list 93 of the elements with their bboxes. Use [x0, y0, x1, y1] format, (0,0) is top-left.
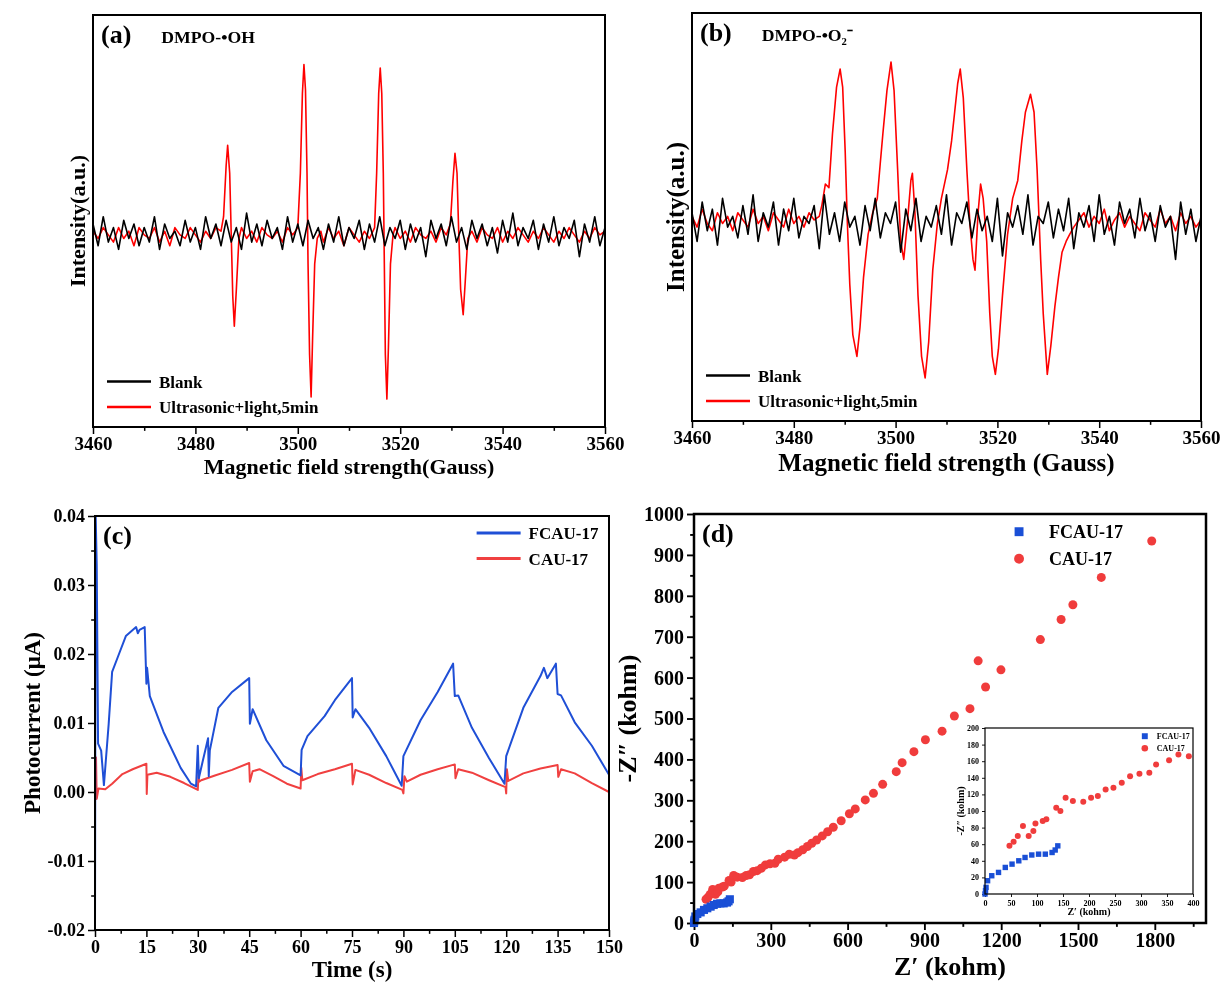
x-tick-label: 15	[137, 936, 156, 957]
x-tick-label: 135	[544, 936, 572, 957]
y-tick-label: 600	[654, 666, 684, 689]
y-tick-label: 300	[654, 789, 684, 812]
y-tick-label: 140	[967, 773, 979, 783]
y-tick-label: 1000	[644, 502, 684, 525]
y-tick-label: 0.03	[53, 575, 85, 596]
x-tick-label: 600	[833, 929, 864, 952]
y-tick-label: 100	[654, 871, 684, 893]
y-tick-label: 500	[654, 707, 684, 730]
x-tick-label: 30	[189, 936, 208, 957]
x-tick-label: 100	[1031, 898, 1044, 908]
y-tick-label: 0.04	[53, 506, 85, 527]
x-tick-label: 3560	[1182, 427, 1221, 449]
x-tick-label: 120	[493, 936, 521, 957]
x-tick-label: 3460	[673, 427, 712, 449]
legend-label: Blank	[758, 366, 803, 386]
x-tick-label: 3560	[586, 433, 625, 455]
y-tick-label: 0.00	[53, 782, 85, 803]
x-tick-label: 300	[1135, 898, 1148, 908]
x-tick-label: 900	[909, 929, 940, 952]
legend-label: FCAU-17	[528, 524, 599, 543]
y-tick-label: 900	[654, 543, 684, 566]
x-tick-label: 50	[1007, 898, 1016, 908]
legend-label: CAU-17	[528, 549, 589, 569]
text: (b)	[700, 18, 732, 47]
text: DMPO-•OH	[161, 27, 256, 47]
x-tick-label: 150	[596, 936, 623, 957]
y-tick-label: 160	[967, 757, 979, 767]
legend-label: Ultrasonic+light,5min	[159, 398, 319, 417]
x-tick-label: 45	[240, 936, 259, 957]
y-axis-title: -Z″ (kohm)	[955, 786, 967, 836]
y-tick-label: -0.02	[47, 920, 85, 941]
y-tick-label: 700	[654, 625, 684, 648]
y-tick-label: 200	[967, 724, 979, 734]
legend-label: CAU-17	[1156, 744, 1185, 753]
x-tick-label: 90	[394, 936, 413, 957]
x-tick-label: 60	[292, 936, 311, 957]
y-axis-title: -Z″ (kohm)	[613, 654, 642, 783]
x-tick-label: 3500	[279, 433, 318, 455]
x-tick-label: 250	[1109, 898, 1122, 908]
x-axis-title: Magnetic field strength (Gauss)	[778, 448, 1115, 477]
legend-label: CAU-17	[1049, 549, 1113, 569]
y-tick-label: 180	[967, 740, 979, 750]
x-tick-label: 75	[343, 936, 362, 957]
x-tick-label: 3480	[176, 433, 215, 455]
y-tick-label: 0.02	[53, 644, 85, 665]
y-axis-title: Intensity(a.u.)	[65, 154, 90, 288]
y-tick-label: -0.01	[47, 851, 85, 872]
x-tick-label: 350	[1161, 898, 1174, 908]
y-tick-label: 120	[967, 790, 979, 800]
y-tick-label: 800	[654, 584, 684, 607]
x-tick-label: 0	[689, 929, 700, 952]
text: (a)	[101, 20, 132, 49]
x-tick-label: 3460	[74, 433, 113, 455]
annotation: (d)	[702, 519, 734, 548]
x-tick-label: 105	[441, 936, 469, 957]
legend-label: Blank	[159, 372, 204, 392]
legend-label: FCAU-17	[1049, 522, 1124, 542]
x-tick-label: 3480	[775, 427, 814, 449]
x-tick-label: 400	[1187, 898, 1200, 908]
x-tick-label: 0	[983, 898, 988, 908]
x-axis-title: Magnetic field strength(Gauss)	[203, 453, 495, 479]
x-tick-label: 200	[1083, 898, 1096, 908]
y-tick-label: 100	[967, 807, 979, 817]
y-tick-label: 60	[971, 840, 979, 850]
legend-label: FCAU-17	[1156, 732, 1190, 741]
y-tick-label: 40	[971, 856, 979, 866]
x-tick-label: 3520	[381, 433, 420, 455]
x-axis-title: Z′ (kohm)	[893, 951, 1007, 981]
x-tick-label: 300	[756, 929, 787, 952]
legend-label: Ultrasonic+light,5min	[758, 392, 918, 411]
x-tick-label: 3500	[877, 427, 916, 449]
y-tick-label: 400	[654, 748, 684, 771]
y-tick-label: 0.01	[53, 713, 85, 734]
x-tick-label: 3540	[1080, 427, 1119, 449]
x-axis-title: Z′ (kohm)	[1067, 905, 1111, 918]
y-tick-label: 200	[654, 830, 684, 853]
y-axis-title: Intensity(a.u.)	[662, 141, 690, 293]
x-tick-label: 1200	[981, 929, 1022, 952]
x-tick-label: 0	[91, 936, 100, 957]
x-tick-label: 1500	[1058, 929, 1099, 952]
x-tick-label: 150	[1057, 898, 1070, 908]
y-tick-label: 20	[971, 873, 979, 883]
y-axis-title: Photocurrent (μA)	[19, 632, 45, 814]
x-axis-title: Time (s)	[311, 956, 393, 982]
text: DMPO-•O₂⁻	[761, 25, 853, 45]
x-tick-label: 1800	[1135, 929, 1176, 952]
y-tick-label: 80	[971, 823, 979, 833]
x-tick-label: 3520	[978, 427, 1017, 449]
annotation: (c)	[103, 521, 132, 550]
y-tick-label: 0	[975, 890, 979, 900]
x-tick-label: 3540	[484, 433, 523, 455]
